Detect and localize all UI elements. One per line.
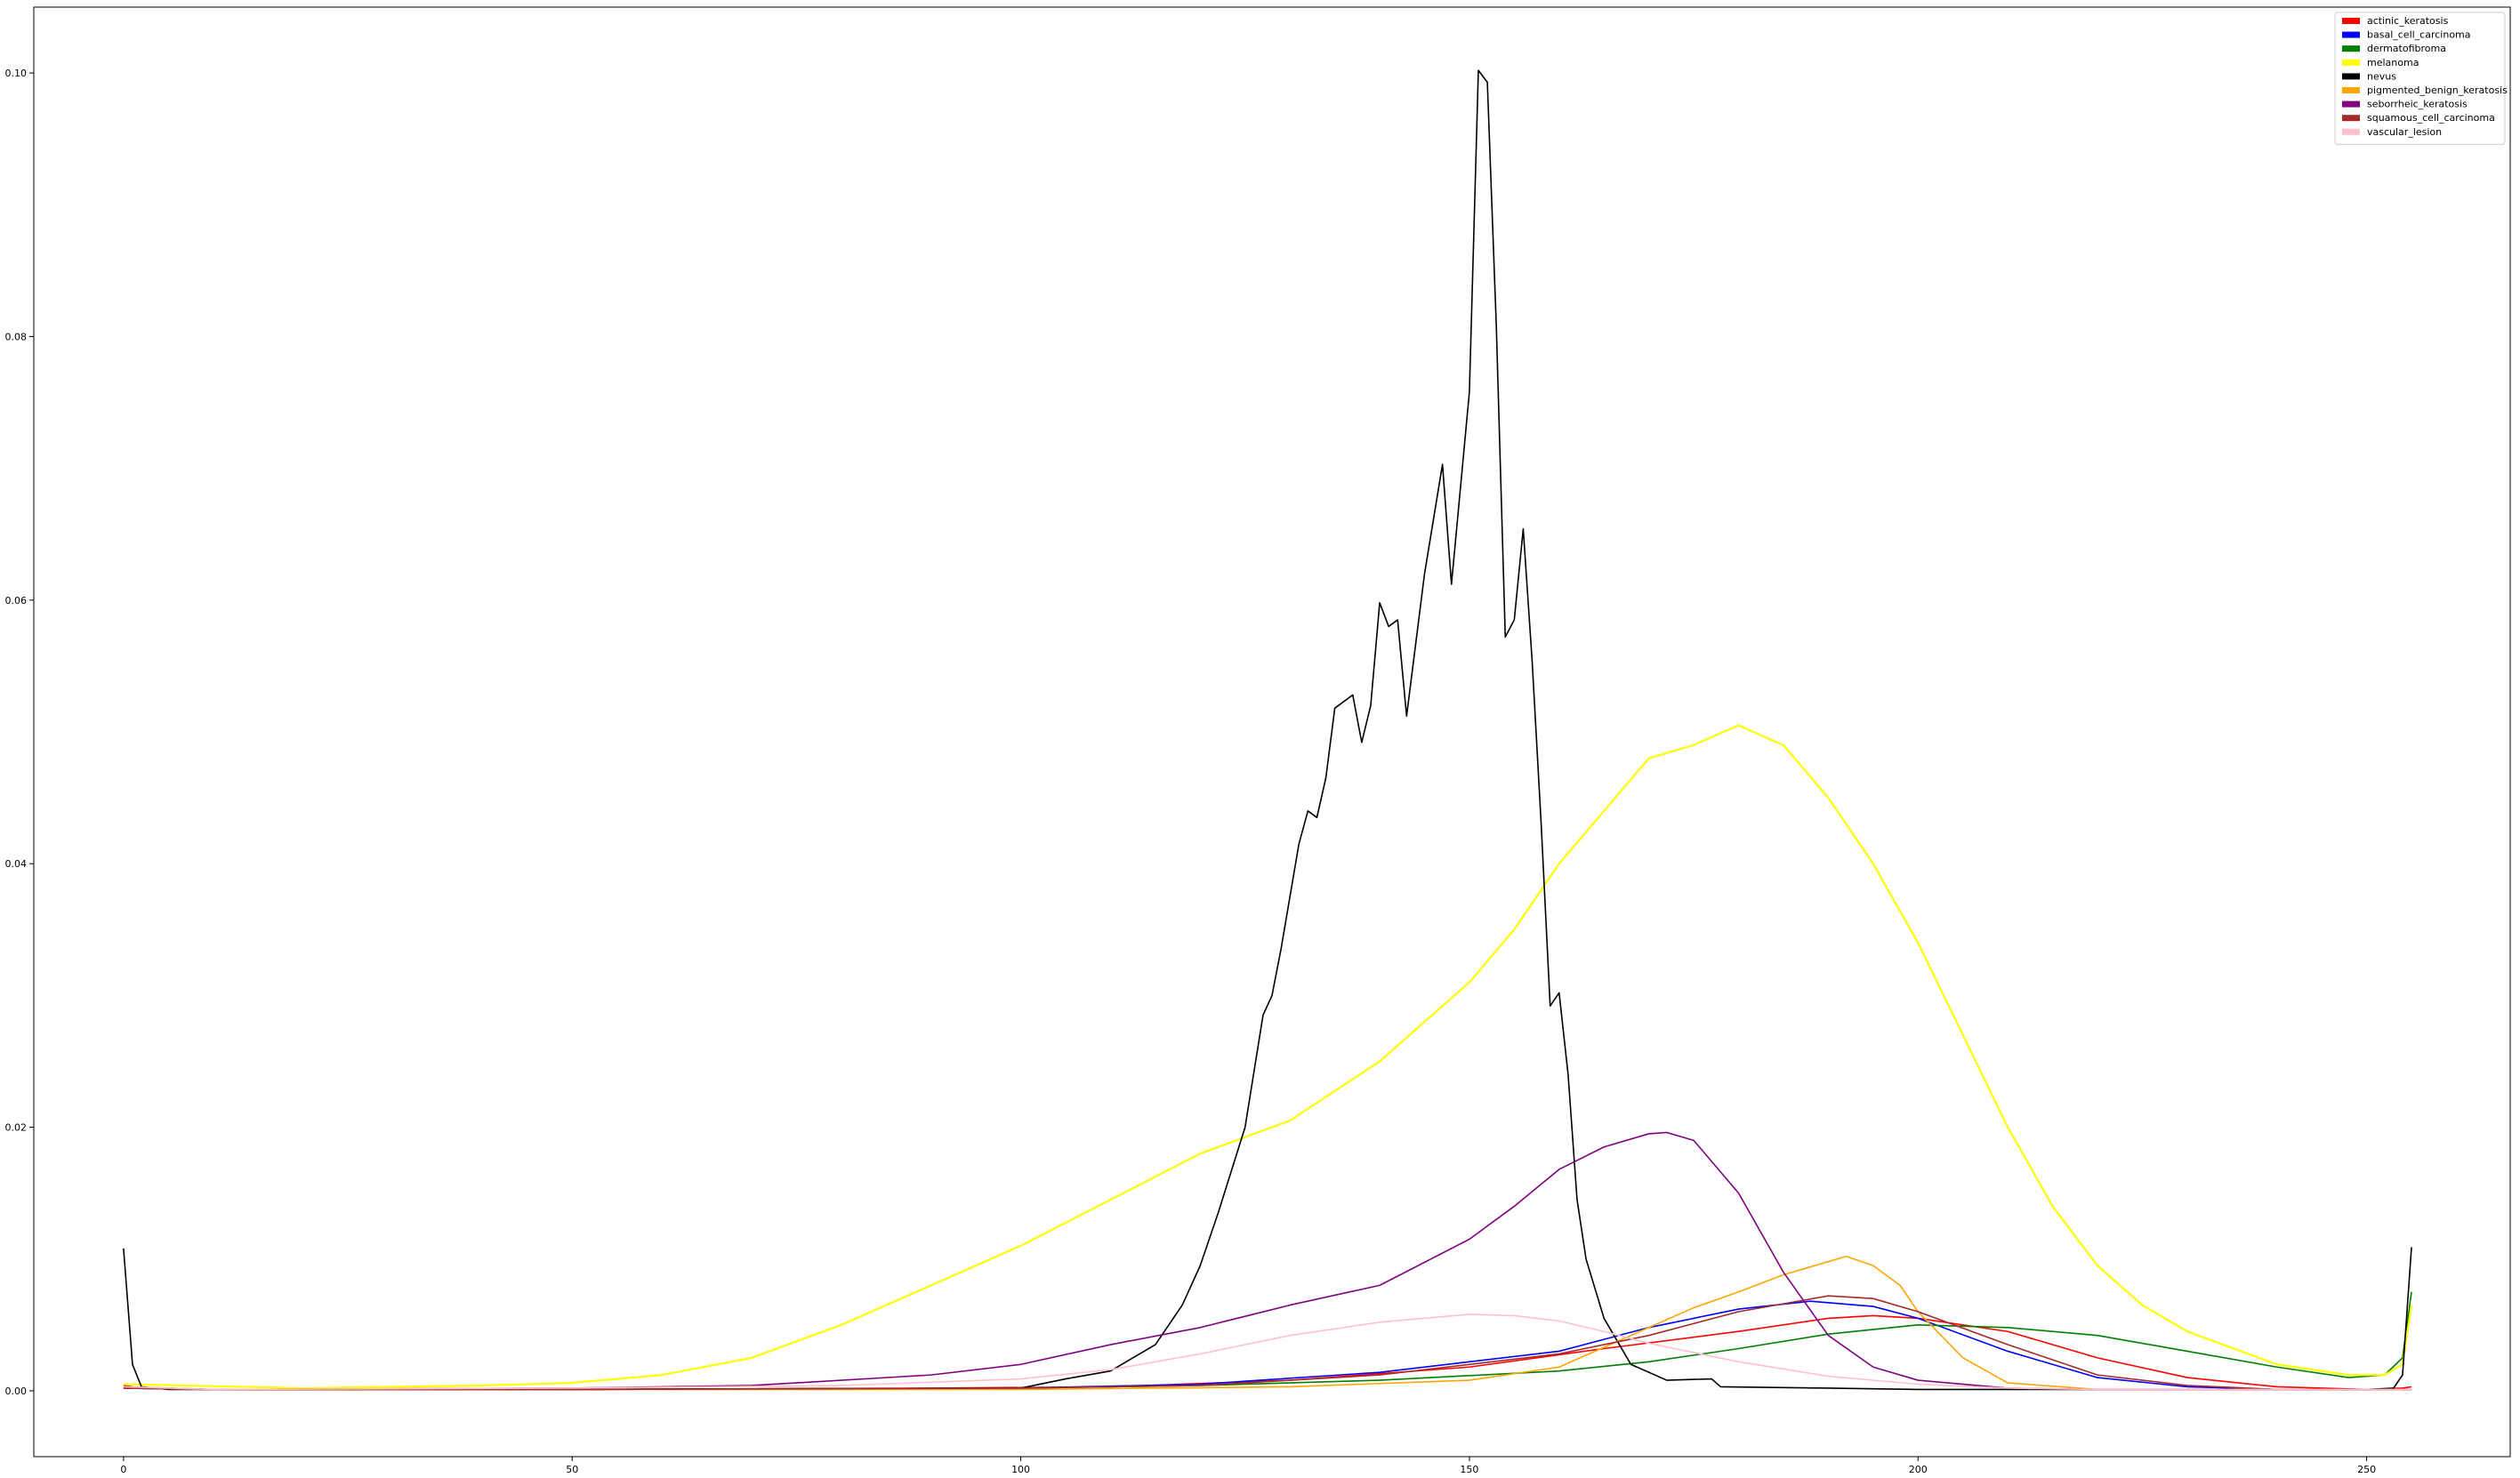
x-tick-label: 0 — [120, 1464, 126, 1475]
x-axis: 0 50 100 150 200 250 — [120, 1457, 2376, 1475]
legend-swatch-nevus — [2342, 73, 2360, 80]
legend-label: dermatofibroma — [2367, 43, 2446, 54]
series-line-pigmented-benign-keratosis — [123, 1255, 2412, 1391]
y-tick-label: 0.06 — [5, 595, 28, 606]
legend-label: pigmented_benign_keratosis — [2367, 84, 2508, 96]
series-line-vascular-lesion — [123, 1313, 2412, 1391]
series-line-melanoma — [123, 724, 2413, 1390]
legend-swatch-actinic-keratosis — [2342, 18, 2360, 24]
y-tick-label: 0.10 — [5, 68, 28, 79]
series-line-nevus — [123, 69, 2412, 1391]
y-tick-label: 0.00 — [5, 1386, 28, 1397]
legend-label: seborrheic_keratosis — [2367, 99, 2468, 110]
legend-box — [2334, 12, 2506, 145]
legend-label: melanoma — [2367, 57, 2419, 68]
y-tick-label: 0.08 — [5, 331, 28, 342]
axes-frame — [33, 6, 2511, 1458]
legend-swatch-basal-cell-carcinoma — [2342, 31, 2360, 38]
legend-swatch-seborrheic-keratosis — [2342, 100, 2360, 108]
legend-label: nevus — [2367, 70, 2396, 82]
legend: actinic_keratosis basal_cell_carcinomader… — [2334, 12, 2508, 145]
y-tick-label: 0.02 — [5, 1122, 28, 1134]
legend-swatch-pigmented-benign-keratosis — [2342, 87, 2360, 93]
y-tick-label: 0.04 — [5, 858, 28, 870]
x-tick-label: 150 — [1460, 1464, 1478, 1475]
series-layer — [123, 69, 2413, 1391]
legend-swatch-vascular-lesion — [2342, 128, 2360, 135]
legend-swatch-melanoma — [2342, 59, 2360, 66]
legend-swatch-dermatofibroma — [2342, 45, 2360, 52]
x-tick-label: 200 — [1909, 1464, 1928, 1475]
x-tick-label: 250 — [2357, 1464, 2376, 1475]
y-axis: 0.00 0.02 0.04 0.06 0.08 0.10 — [5, 68, 34, 1397]
legend-label: squamous_cell_carcinoma — [2367, 112, 2495, 124]
x-tick-label: 100 — [1011, 1464, 1030, 1475]
x-tick-label: 50 — [566, 1464, 578, 1475]
legend-label: actinic_keratosis — [2367, 15, 2449, 27]
series-line-squamous-cell-carcinoma — [123, 1295, 2412, 1391]
series-line-seborrheic-keratosis — [123, 1131, 2412, 1391]
legend-label: vascular_lesion — [2367, 126, 2442, 138]
legend-swatch-squamous-cell-carcinoma — [2342, 115, 2360, 122]
legend-label: basal_cell_carcinoma — [2367, 29, 2471, 41]
